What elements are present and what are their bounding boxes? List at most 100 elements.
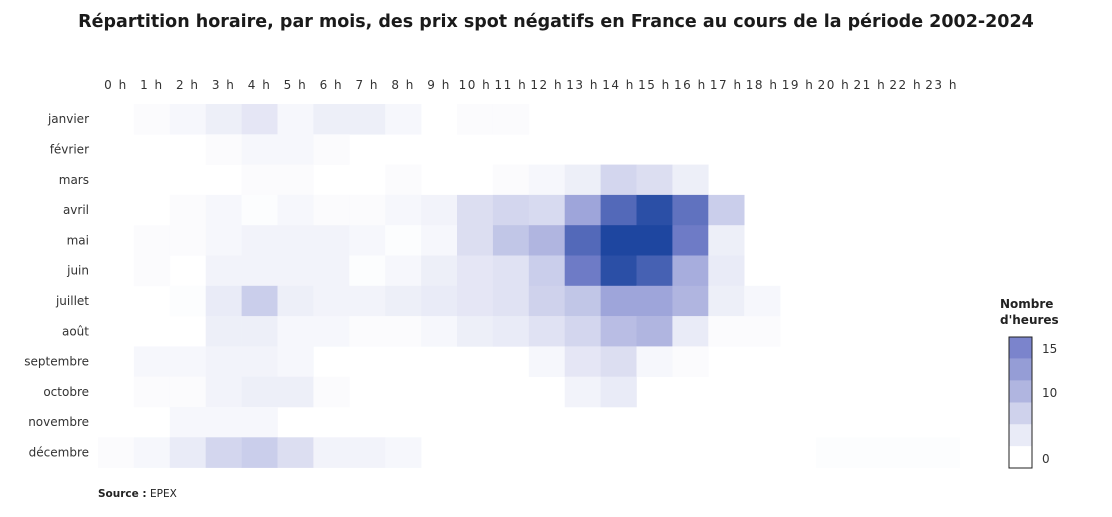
heatmap-cell bbox=[636, 255, 673, 287]
heatmap-cell bbox=[600, 225, 637, 256]
heatmap-cell bbox=[313, 255, 350, 287]
heatmap-cell bbox=[349, 194, 386, 226]
y-tick-label: novembre bbox=[28, 415, 89, 429]
heatmap-cell bbox=[708, 225, 745, 256]
heatmap-cell bbox=[205, 134, 242, 165]
heatmap-cell bbox=[600, 376, 637, 408]
heatmap-cell bbox=[636, 194, 673, 226]
heatmap-cell bbox=[169, 285, 206, 317]
y-tick-label: décembre bbox=[29, 445, 89, 459]
legend-swatch bbox=[1009, 337, 1032, 359]
heatmap-cell bbox=[98, 437, 135, 468]
x-tick-label: 10 h bbox=[459, 78, 492, 92]
heatmap-cell bbox=[457, 285, 494, 317]
heatmap-cell bbox=[277, 104, 314, 135]
x-tick-label: 6 h bbox=[320, 78, 344, 92]
heatmap-cell bbox=[457, 316, 494, 347]
heatmap-cell bbox=[528, 225, 565, 256]
source-note: Source : EPEX bbox=[98, 488, 177, 500]
heatmap-cell bbox=[564, 194, 601, 226]
heatmap-cell bbox=[492, 164, 530, 196]
x-tick-label: 12 h bbox=[530, 78, 563, 92]
heatmap-cell bbox=[241, 285, 278, 317]
heatmap-cell bbox=[457, 104, 494, 135]
heatmap-cell bbox=[421, 194, 458, 226]
heatmap-cell bbox=[672, 346, 709, 377]
heatmap-cell bbox=[169, 194, 206, 226]
heatmap-cell bbox=[636, 316, 673, 347]
heatmap-cell bbox=[313, 225, 350, 256]
legend-title-line2: d'heures bbox=[1000, 313, 1059, 327]
heatmap-cell bbox=[600, 316, 637, 347]
y-tick-label: septembre bbox=[24, 355, 89, 369]
heatmap-cell bbox=[241, 104, 278, 135]
x-tick-label: 15 h bbox=[638, 78, 671, 92]
heatmap-cell bbox=[133, 255, 171, 287]
heatmap-cell bbox=[385, 194, 422, 226]
heatmap-cell bbox=[528, 316, 565, 347]
x-tick-label: 3 h bbox=[212, 78, 236, 92]
heatmap-cell bbox=[241, 346, 278, 377]
heatmap-cell bbox=[457, 225, 494, 256]
heatmap-cell bbox=[205, 437, 242, 468]
heatmap-cell bbox=[636, 285, 673, 317]
y-tick-label: mai bbox=[67, 233, 89, 247]
heatmap-cell bbox=[313, 285, 350, 317]
heatmap-cell bbox=[851, 437, 889, 468]
heatmap-cell bbox=[133, 225, 171, 256]
x-tick-label: 20 h bbox=[818, 78, 851, 92]
y-tick-label: février bbox=[50, 142, 89, 156]
y-tick-label: janvier bbox=[47, 112, 89, 126]
legend-swatch bbox=[1009, 380, 1032, 403]
heatmap-cell bbox=[349, 285, 386, 317]
heatmap-cell bbox=[421, 285, 458, 317]
heatmap-cell bbox=[636, 164, 673, 196]
heatmap-cell bbox=[744, 285, 781, 317]
heatmap-cell bbox=[313, 376, 350, 408]
heatmap-cell bbox=[600, 194, 637, 226]
heatmap-cell bbox=[169, 407, 206, 438]
heatmap-cell bbox=[277, 164, 314, 196]
heatmap-cell bbox=[169, 225, 206, 256]
x-tick-label: 14 h bbox=[602, 78, 635, 92]
legend-swatch bbox=[1009, 402, 1032, 425]
heatmap-cell bbox=[277, 134, 314, 165]
heatmap-cell bbox=[457, 255, 494, 287]
x-tick-label: 23 h bbox=[925, 78, 958, 92]
x-tick-label: 17 h bbox=[710, 78, 743, 92]
heatmap-cell bbox=[241, 316, 278, 347]
heatmap-cell bbox=[313, 316, 350, 347]
heatmap-cell bbox=[672, 194, 709, 226]
legend-swatch bbox=[1009, 358, 1032, 381]
x-tick-label: 19 h bbox=[782, 78, 815, 92]
heatmap-cell bbox=[600, 164, 637, 196]
x-tick-label: 11 h bbox=[494, 78, 527, 92]
heatmap-cell bbox=[277, 194, 314, 226]
heatmap-cell bbox=[564, 376, 601, 408]
source-value: EPEX bbox=[149, 488, 177, 500]
heatmap-cell bbox=[492, 194, 530, 226]
heatmap-cell bbox=[241, 255, 278, 287]
y-tick-label: avril bbox=[63, 203, 89, 217]
x-tick-label: 1 h bbox=[140, 78, 164, 92]
heatmap-cell bbox=[349, 255, 386, 287]
heatmap-cell bbox=[708, 285, 745, 317]
heatmap-cell bbox=[564, 316, 601, 347]
legend-swatch bbox=[1009, 446, 1032, 468]
heatmap-cell bbox=[205, 194, 242, 226]
heatmap-cell bbox=[133, 437, 171, 468]
heatmap-cell bbox=[564, 164, 601, 196]
heatmap-cell bbox=[672, 255, 709, 287]
heatmap-cell bbox=[385, 164, 422, 196]
heatmap-cell bbox=[241, 194, 278, 226]
x-tick-label: 16 h bbox=[674, 78, 707, 92]
heatmap-cell bbox=[313, 134, 350, 165]
y-tick-label: octobre bbox=[43, 385, 89, 399]
x-tick-label: 8 h bbox=[391, 78, 415, 92]
y-tick-label: août bbox=[62, 324, 89, 338]
legend-tick-label: 0 bbox=[1042, 452, 1050, 466]
heatmap-cell bbox=[205, 285, 242, 317]
chart-title: Répartition horaire, par mois, des prix … bbox=[78, 12, 1034, 32]
heatmap-cell bbox=[241, 407, 278, 438]
heatmap-cell bbox=[169, 104, 206, 135]
